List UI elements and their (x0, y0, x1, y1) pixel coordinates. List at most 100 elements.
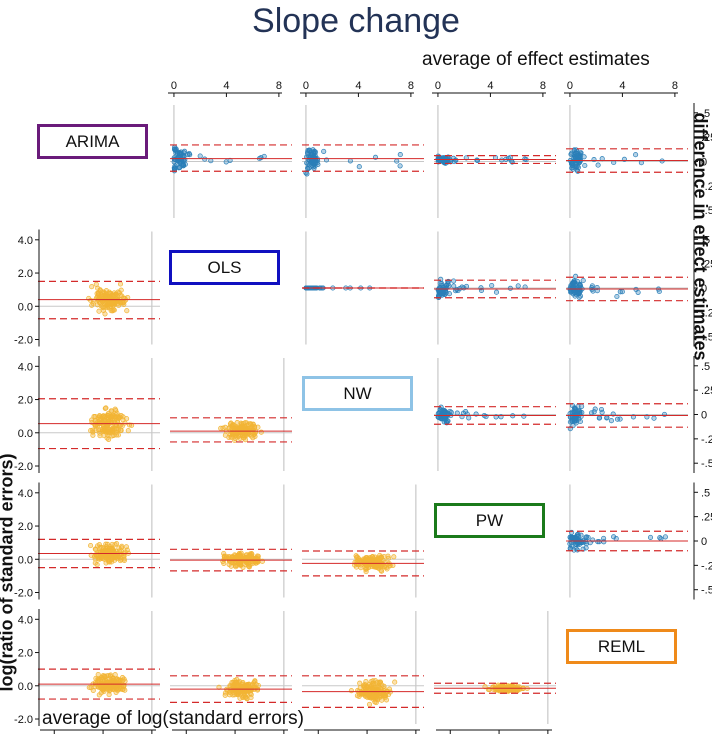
data-point (463, 155, 469, 161)
data-point (574, 278, 581, 285)
data-point (93, 418, 99, 424)
data-point (466, 415, 472, 421)
data-point (601, 539, 607, 545)
data-point (123, 544, 129, 550)
data-point (90, 432, 96, 438)
data-point (92, 414, 98, 420)
data-point (94, 543, 101, 549)
data-point (234, 425, 240, 431)
data-point (261, 153, 267, 159)
right-y-tick-label: .5 (701, 234, 710, 246)
data-point (454, 410, 460, 416)
data-point (95, 296, 102, 302)
data-point (235, 553, 241, 559)
right-y-tick-label: 0 (701, 536, 707, 548)
data-point (575, 168, 581, 174)
data-point (362, 565, 368, 571)
data-point (580, 277, 586, 284)
data-point (651, 415, 657, 421)
data-point (86, 684, 92, 691)
data-point (617, 289, 623, 295)
data-point (633, 152, 639, 158)
right-y-tick-label: .25 (701, 132, 712, 144)
top-x-tick-label: 4 (487, 80, 493, 92)
data-point (595, 539, 601, 545)
data-point (251, 432, 257, 438)
data-point (252, 678, 258, 684)
data-point (357, 680, 363, 686)
data-point (108, 291, 114, 297)
data-point (182, 148, 188, 154)
data-point (102, 417, 108, 423)
data-point (579, 403, 585, 409)
top-x-tick-label: 8 (408, 80, 414, 92)
data-point (222, 690, 228, 696)
data-point (356, 693, 362, 699)
data-point (394, 158, 400, 164)
top-x-tick-label: 0 (567, 80, 573, 92)
data-point (573, 542, 580, 548)
data-point (226, 558, 232, 564)
data-point (588, 410, 595, 416)
data-point (90, 427, 96, 433)
data-point (380, 557, 386, 563)
data-point (101, 289, 107, 295)
data-point (106, 692, 112, 698)
right-y-tick-label: .5 (701, 361, 710, 373)
data-point (306, 153, 312, 159)
data-point (451, 278, 457, 284)
data-point (577, 282, 583, 288)
data-point (305, 161, 311, 167)
data-point (581, 154, 587, 160)
data-point (226, 425, 232, 431)
right-y-tick-label: -.5 (701, 205, 712, 217)
data-point (171, 156, 177, 162)
right-y-tick-label: -.25 (701, 434, 712, 446)
data-point (592, 406, 598, 412)
data-point (392, 679, 398, 685)
right-y-tick-label: -.5 (701, 332, 712, 344)
left-y-tick-label: 2.0 (18, 268, 33, 280)
data-point (489, 282, 495, 289)
data-point (178, 151, 184, 157)
left-y-tick-label: 4.0 (18, 488, 33, 500)
data-point (129, 422, 135, 428)
data-point (102, 414, 108, 420)
data-point (364, 555, 370, 561)
data-point (88, 543, 94, 549)
data-point (368, 678, 374, 685)
data-point (442, 416, 448, 422)
data-point (356, 164, 362, 170)
left-y-tick-label: 0.0 (18, 301, 33, 313)
data-point (348, 688, 354, 694)
data-point (180, 162, 186, 168)
data-point (222, 432, 228, 438)
left-y-tick-label: 2.0 (18, 395, 33, 407)
data-point (574, 547, 580, 553)
data-point (116, 545, 122, 551)
data-point (118, 556, 124, 562)
data-point (110, 425, 116, 431)
data-point (99, 676, 105, 682)
data-point (582, 162, 588, 169)
data-point (102, 301, 108, 307)
data-point (583, 534, 590, 540)
data-point (121, 676, 127, 682)
data-point (208, 158, 214, 164)
data-point (460, 410, 466, 416)
data-point (247, 562, 253, 568)
data-point (89, 302, 95, 308)
data-point (369, 564, 375, 570)
data-point (250, 684, 256, 690)
top-x-tick-label: 4 (619, 80, 625, 92)
top-x-tick-label: 8 (276, 80, 282, 92)
data-point (437, 290, 443, 296)
data-point (103, 548, 109, 554)
left-y-tick-label: 2.0 (18, 648, 33, 660)
data-point (125, 428, 131, 434)
data-point (573, 420, 579, 426)
method-label-ols: OLS (169, 250, 280, 285)
right-y-tick-label: -.25 (701, 181, 712, 193)
data-point (363, 569, 369, 575)
data-point (591, 409, 597, 415)
